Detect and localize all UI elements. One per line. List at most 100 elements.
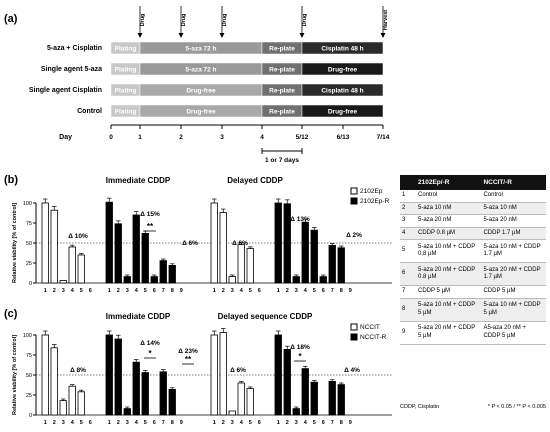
drug-marker-label: Drug <box>222 14 228 27</box>
x-tick-label: 8 <box>340 420 343 426</box>
bar-resistant <box>159 260 167 284</box>
x-tick-label: 1 <box>213 420 216 426</box>
table-cell: CDDP 5 µM <box>481 285 546 299</box>
x-tick-label: 6 <box>322 288 325 294</box>
x-tick-label: 1 <box>44 288 47 294</box>
bar-resistant <box>328 380 336 416</box>
timeline-segment-label: Drug-free <box>186 88 216 95</box>
x-tick-label: 2 <box>117 288 120 294</box>
table-cell-index: 7 <box>400 285 416 299</box>
x-tick-label: 8 <box>340 288 343 294</box>
table-cell: Control <box>481 190 546 203</box>
timeline-segment-label: Re-plate <box>269 67 295 74</box>
table-row: 5 5-aza 10 nM + CDDP 0.8 µM 5-aza 10 nM + … <box>400 239 546 263</box>
treatment-table: 2102Ep/-R NCCIT/-R 1 Control Control 2 5-aza… <box>400 175 546 345</box>
bar-resistant <box>123 408 131 416</box>
x-tick-label: 9 <box>349 420 352 426</box>
timeline-segment-label: Plating <box>115 67 137 74</box>
x-tick-label: 2 <box>53 420 56 426</box>
bar-parental <box>228 276 236 284</box>
significance-marker: * <box>148 349 152 358</box>
table-body: 1 Control Control 2 5-aza 10 nM 5-aza 10 nM 3 5… <box>400 190 546 345</box>
table-cell: 5-aza 10 nM + CDDP 0.8 µM <box>416 239 482 263</box>
table-cell: 5-aza 20 nM + CDDP 1.7 µM <box>481 262 546 286</box>
x-tick-label: 2 <box>222 288 225 294</box>
interval-label: 1 or 7 days <box>265 157 299 164</box>
drug-marker-label: Drug <box>302 14 308 27</box>
bar-parental <box>237 382 245 416</box>
bar-resistant <box>283 348 291 416</box>
bar-resistant <box>274 334 282 416</box>
bar-parental <box>68 385 76 416</box>
bar-resistant <box>292 408 300 416</box>
table-cell-index: 3 <box>400 214 416 228</box>
table-cell: 5-aza 20 nM <box>481 214 546 228</box>
bar-resistant <box>123 276 131 284</box>
timeline-segment-label: Drug-free <box>328 109 358 116</box>
table-cell-index: 5 <box>400 239 416 263</box>
delta-annotation: Δ 14% <box>140 340 160 347</box>
table-cell: CDDP 5 µM <box>416 285 482 299</box>
x-tick-label: 4 <box>240 420 244 426</box>
x-tick-label: 3 <box>126 420 129 426</box>
bar-resistant <box>105 201 113 284</box>
day-tick-label: 4 <box>260 134 264 141</box>
timeline-segment-label: Cisplatin 48 h <box>321 46 363 53</box>
y-tick-label: 0 <box>29 413 32 419</box>
timeline-segment <box>301 104 384 118</box>
harvest-marker-label: Harvest <box>383 10 389 30</box>
table-cell: 5-aza 20 nM + CDDP 0.8 µM <box>416 262 482 286</box>
y-tick-label: 100 <box>23 201 32 207</box>
table-cell: 5-aza 10 nM <box>481 202 546 215</box>
significance-marker: * <box>298 352 302 361</box>
significance-marker: ** <box>147 222 154 231</box>
delta-annotation: Δ 15% <box>140 211 160 218</box>
day-tick-label: 6/13 <box>337 134 350 141</box>
x-tick-label: 9 <box>180 420 183 426</box>
chart-c-legend-1: NCCIT <box>360 324 380 331</box>
x-tick-label: 1 <box>277 288 280 294</box>
bar-resistant <box>292 276 300 284</box>
delta-annotation: Δ 2% <box>346 232 362 239</box>
delta-annotation: Δ 6% <box>230 367 246 374</box>
x-tick-label: 7 <box>331 420 334 426</box>
table-cell: 5-aza 20 nM + CDDP 5 µM <box>416 321 482 345</box>
drug-marker-label: Drug <box>140 14 146 27</box>
x-tick-label: 2 <box>117 420 120 426</box>
bar-resistant <box>310 381 318 416</box>
x-tick-label: 8 <box>171 420 174 426</box>
bar-resistant <box>168 264 176 284</box>
chart-b-legend-1: 2102Ep <box>360 188 383 195</box>
y-tick-label: 75 <box>26 353 32 359</box>
bar-parental <box>50 347 58 416</box>
bar-resistant <box>132 214 140 284</box>
bar-resistant <box>141 372 149 416</box>
y-tick-label: 25 <box>26 261 32 267</box>
bar-parental <box>219 212 227 284</box>
day-tick-label: 5/12 <box>296 134 309 141</box>
table-row: 2 5-aza 10 nM 5-aza 10 nM <box>400 202 546 215</box>
bar-parental <box>41 334 49 416</box>
chart-c-title-delayed: Delayed sequence CDDP <box>218 312 313 321</box>
x-tick-label: 6 <box>153 420 156 426</box>
y-tick-label: 75 <box>26 221 32 227</box>
day-tick-label: 7/14 <box>377 134 390 141</box>
y-axis-label: Relative viability [% of control] <box>12 335 18 415</box>
x-tick-label: 6 <box>153 288 156 294</box>
bar-parental <box>50 209 58 284</box>
x-tick-label: 7 <box>162 288 165 294</box>
bar-parental <box>59 280 67 284</box>
bar-resistant <box>301 221 309 284</box>
x-tick-label: 3 <box>62 420 65 426</box>
bar-parental <box>237 244 245 284</box>
panel-c-letter: (c) <box>4 308 18 320</box>
timeline-segment-label: Re-plate <box>269 88 295 95</box>
x-tick-label: 6 <box>89 420 92 426</box>
bar-resistant <box>159 371 167 416</box>
marker-arrow-head <box>178 33 184 38</box>
bar-resistant <box>301 368 309 416</box>
x-tick-label: 3 <box>295 288 298 294</box>
bar-parental <box>219 332 227 416</box>
footnote-abbrev: CDDP, Cisplatin <box>400 404 440 410</box>
